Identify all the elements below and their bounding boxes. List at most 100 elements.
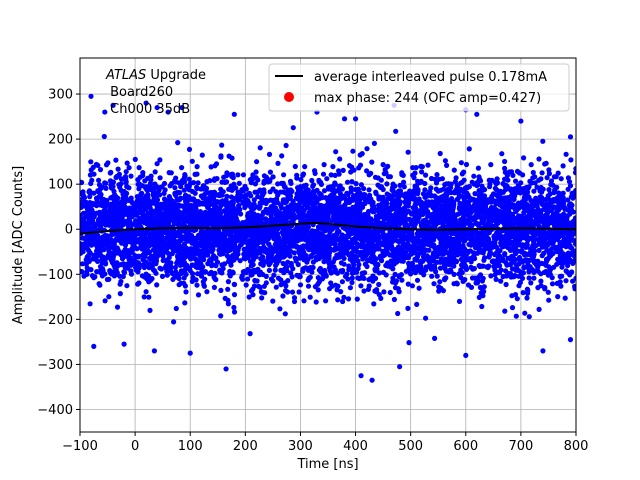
scatter-point — [463, 161, 470, 168]
scatter-point — [539, 253, 545, 259]
scatter-point — [345, 276, 351, 282]
scatter-point — [198, 243, 205, 249]
scatter-point — [257, 187, 263, 193]
scatter-point — [390, 188, 396, 194]
scatter-point — [554, 280, 560, 286]
scatter-point — [539, 170, 545, 176]
scatter-point — [110, 269, 116, 275]
scatter-point — [96, 177, 102, 183]
scatter-point — [566, 179, 573, 185]
scatter-point — [414, 301, 420, 307]
scatter-point — [225, 279, 231, 285]
scatter-point — [183, 289, 189, 295]
scatter-point — [102, 298, 108, 304]
scatter-point — [221, 261, 228, 267]
scatter-point — [517, 279, 524, 286]
scatter-point — [231, 309, 238, 315]
scatter-point — [486, 230, 492, 236]
scatter-point — [273, 284, 279, 290]
scatter-point — [330, 164, 336, 170]
scatter-point — [361, 288, 367, 294]
scatter-point — [463, 184, 470, 190]
scatter-point — [287, 178, 294, 184]
scatter-point — [503, 281, 509, 288]
scatter-point — [290, 214, 296, 220]
scatter-point — [402, 250, 409, 256]
scatter-point — [273, 245, 279, 251]
scatter-point — [371, 140, 377, 146]
scatter-point — [87, 301, 93, 307]
scatter-point — [365, 286, 371, 292]
scatter-point — [283, 288, 289, 294]
scatter-point — [570, 278, 576, 284]
scatter-point — [518, 180, 524, 186]
scatter-point — [510, 274, 517, 280]
scatter-point — [267, 169, 273, 175]
scatter-point — [433, 186, 439, 192]
scatter-point — [381, 289, 387, 295]
scatter-point — [521, 155, 527, 161]
scatter-point — [358, 283, 364, 289]
scatter-point — [560, 163, 566, 169]
scatter-point — [186, 251, 193, 258]
scatter-point — [117, 291, 123, 297]
scatter-point — [472, 191, 478, 197]
scatter-point — [114, 245, 120, 251]
scatter-point — [364, 146, 370, 152]
scatter-point — [507, 196, 513, 203]
scatter-point — [516, 273, 522, 279]
scatter-point — [104, 276, 110, 283]
scatter-point — [461, 169, 467, 175]
scatter-point — [348, 169, 354, 175]
scatter-point — [134, 212, 140, 218]
scatter-point — [319, 226, 325, 232]
scatter-point — [412, 207, 419, 213]
scatter-point — [404, 236, 410, 242]
scatter-point — [288, 248, 294, 254]
scatter-point — [517, 242, 523, 248]
scatter-point — [206, 190, 212, 196]
scatter-point — [179, 165, 185, 171]
scatter-point — [351, 248, 357, 254]
scatter-point — [385, 163, 391, 169]
scatter-point — [563, 151, 569, 157]
scatter-point — [364, 168, 370, 174]
scatter-point — [367, 192, 373, 198]
scatter-point — [107, 252, 113, 258]
scatter-point — [366, 277, 372, 283]
scatter-point — [88, 180, 94, 187]
scatter-point — [248, 272, 254, 278]
scatter-point — [333, 282, 339, 288]
scatter-point — [500, 273, 506, 280]
scatter-point — [567, 252, 573, 258]
scatter-point — [289, 289, 296, 295]
scatter-point — [520, 290, 526, 296]
scatter-point — [100, 234, 106, 240]
scatter-point — [536, 247, 542, 253]
scatter-point — [339, 279, 345, 285]
scatter-point — [165, 245, 171, 251]
scatter-point — [534, 184, 540, 190]
scatter-point — [437, 279, 443, 285]
scatter-point — [488, 273, 494, 279]
scatter-point — [273, 262, 279, 269]
scatter-point — [333, 195, 339, 201]
scatter-point — [280, 293, 286, 299]
scatter-point — [230, 208, 236, 214]
scatter-point — [284, 264, 290, 270]
scatter-point — [84, 265, 90, 271]
scatter-point — [414, 257, 420, 263]
scatter-point — [437, 150, 443, 157]
scatter-point — [211, 189, 218, 195]
scatter-point — [442, 158, 448, 164]
scatter-point — [364, 263, 370, 270]
scatter-point — [434, 172, 440, 178]
scatter-point — [365, 258, 371, 264]
scatter-point — [431, 281, 437, 287]
scatter-point — [92, 236, 98, 242]
scatter-point — [252, 277, 258, 284]
scatter-point — [481, 284, 487, 290]
scatter-point — [176, 282, 182, 288]
scatter-point — [124, 183, 130, 190]
scatter-point — [337, 183, 343, 189]
